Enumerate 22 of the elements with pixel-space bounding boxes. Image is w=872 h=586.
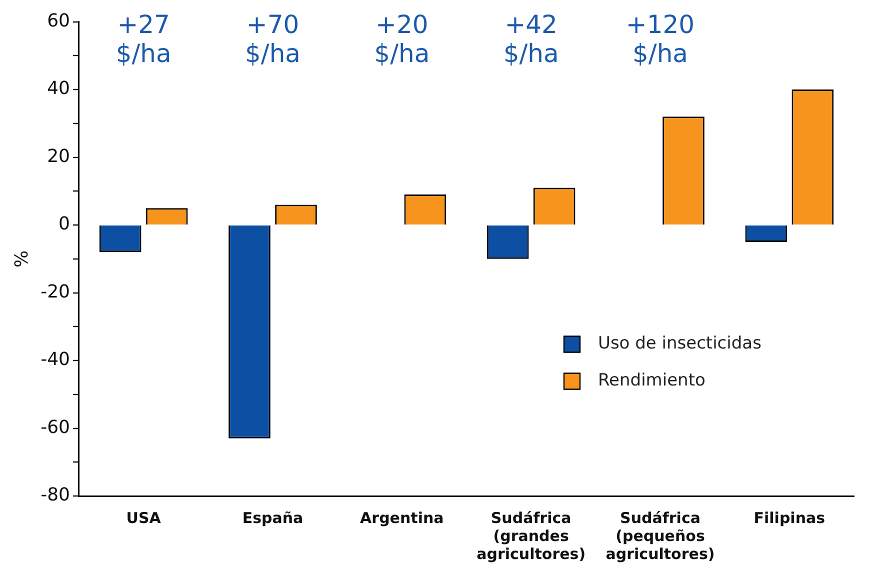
annotation: +120 $/ha bbox=[626, 10, 695, 68]
x-tick-label: Sudáfrica (pequeños agricultores) bbox=[606, 508, 715, 563]
y-tick-label: 0 bbox=[58, 214, 70, 235]
x-tick-label: Filipinas bbox=[754, 508, 826, 527]
y-axis-title: % bbox=[11, 250, 32, 268]
annotation: +70 $/ha bbox=[245, 10, 300, 68]
legend-label: Uso de insecticidas bbox=[598, 334, 762, 354]
y-tick-label: 40 bbox=[47, 78, 70, 100]
y-tick-label: -20 bbox=[40, 281, 70, 302]
annotation: +27 $/ha bbox=[116, 10, 172, 68]
annotation: +42 $/ha bbox=[503, 10, 559, 68]
x-tick-label: Sudáfrica (grandes agricultores) bbox=[476, 508, 586, 563]
y-tick-label: 20 bbox=[47, 146, 70, 167]
y-tick-label: -40 bbox=[40, 349, 70, 370]
x-tick-label: España bbox=[242, 508, 304, 527]
y-tick-label: -80 bbox=[40, 484, 70, 506]
annotation: +20 $/ha bbox=[374, 10, 430, 68]
legend-label: Rendimiento bbox=[598, 370, 706, 391]
x-tick-label: Argentina bbox=[360, 508, 444, 527]
y-tick-label: 60 bbox=[47, 10, 70, 32]
x-tick-label: USA bbox=[126, 508, 162, 527]
y-tick-label: -60 bbox=[40, 416, 70, 438]
